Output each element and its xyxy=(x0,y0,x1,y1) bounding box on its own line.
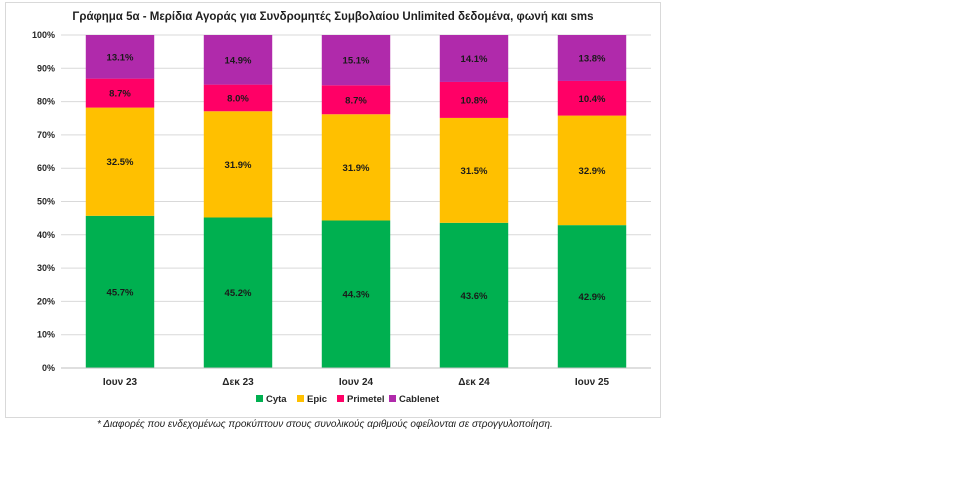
bar-segment-cablenet xyxy=(85,35,155,79)
bar-segment-epic xyxy=(203,111,273,218)
data-label: 15.1% xyxy=(343,56,370,67)
y-tick-label: 0% xyxy=(42,363,55,373)
x-category-label: Δεκ 24 xyxy=(458,377,490,388)
legend-swatch-primetel xyxy=(337,395,344,402)
bar-segment-primetel xyxy=(439,81,509,118)
bar-segment-primetel xyxy=(85,78,155,108)
bar-segment-epic xyxy=(557,115,627,226)
bar-segment-cablenet xyxy=(203,35,273,85)
chart-frame: Γράφημα 5α - Μερίδια Αγοράς για Συνδρομη… xyxy=(5,2,661,418)
y-tick-label: 30% xyxy=(37,263,55,273)
bar-segment-epic xyxy=(85,107,155,216)
data-label: 31.9% xyxy=(343,163,370,174)
bar-segment-primetel xyxy=(557,80,627,116)
data-label: 8.7% xyxy=(345,95,367,106)
data-label: 43.6% xyxy=(461,291,488,302)
legend-label-cablenet: Cablenet xyxy=(399,394,440,405)
x-category-label: Ιουν 25 xyxy=(575,377,610,388)
bar-segment-cyta xyxy=(557,225,627,368)
legend-label-epic: Epic xyxy=(307,394,327,405)
legend-label-cyta: Cyta xyxy=(266,394,287,405)
bar-segment-epic xyxy=(321,114,391,221)
footnote: * Διαφορές που ενδεχομένως προκύπτουν στ… xyxy=(97,419,553,430)
bar-segment-cablenet xyxy=(439,35,509,82)
y-tick-label: 70% xyxy=(37,130,55,140)
y-tick-label: 100% xyxy=(32,30,55,40)
bar-segment-cablenet xyxy=(557,35,627,81)
x-category-label: Δεκ 23 xyxy=(222,377,254,388)
legend-swatch-cablenet xyxy=(389,395,396,402)
chart-title: Γράφημα 5α - Μερίδια Αγοράς για Συνδρομη… xyxy=(72,11,593,23)
data-label: 31.9% xyxy=(225,160,252,171)
data-label: 42.9% xyxy=(579,292,606,303)
data-label: 45.7% xyxy=(107,287,134,298)
data-label: 8.7% xyxy=(109,89,131,100)
bar-segment-cablenet xyxy=(321,35,391,86)
bar-segment-primetel xyxy=(203,84,273,112)
x-category-label: Ιουν 23 xyxy=(103,377,138,388)
data-label: 10.4% xyxy=(579,94,606,105)
y-tick-label: 40% xyxy=(37,230,55,240)
data-label: 32.9% xyxy=(579,166,606,177)
bar-segment-primetel xyxy=(321,85,391,115)
x-category-label: Ιουν 24 xyxy=(339,377,374,388)
bar-segment-cyta xyxy=(439,222,509,368)
bar-segment-cyta xyxy=(203,217,273,368)
data-label: 14.1% xyxy=(461,54,488,65)
data-label: 13.1% xyxy=(107,52,134,63)
data-label: 14.9% xyxy=(225,55,252,66)
legend-swatch-epic xyxy=(297,395,304,402)
bar-segment-epic xyxy=(439,117,509,223)
data-label: 8.0% xyxy=(227,93,249,104)
legend-swatch-cyta xyxy=(256,395,263,402)
stacked-bar-chart: Γράφημα 5α - Μερίδια Αγοράς για Συνδρομη… xyxy=(32,11,651,405)
y-tick-label: 60% xyxy=(37,163,55,173)
data-label: 31.5% xyxy=(461,166,488,177)
y-tick-label: 20% xyxy=(37,296,55,306)
data-label: 44.3% xyxy=(343,290,370,301)
bar-segment-cyta xyxy=(85,215,155,368)
data-label: 45.2% xyxy=(225,288,252,299)
y-tick-label: 50% xyxy=(37,197,55,207)
y-tick-label: 90% xyxy=(37,63,55,73)
data-label: 13.8% xyxy=(579,53,606,64)
bar-segment-cyta xyxy=(321,220,391,368)
data-label: 32.5% xyxy=(107,157,134,168)
y-tick-label: 10% xyxy=(37,330,55,340)
legend-label-primetel: Primetel xyxy=(347,394,385,405)
y-tick-label: 80% xyxy=(37,97,55,107)
data-label: 10.8% xyxy=(461,95,488,106)
